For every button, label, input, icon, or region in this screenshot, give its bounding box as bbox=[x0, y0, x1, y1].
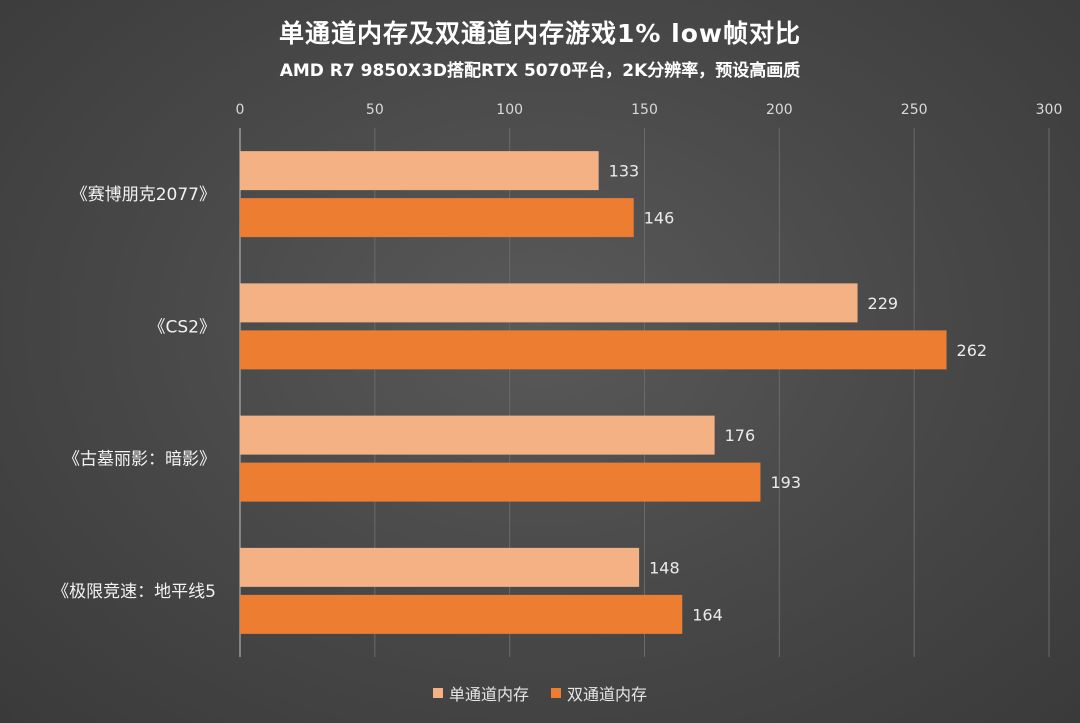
legend-item-single: 单通道内存 bbox=[432, 681, 529, 705]
x-tick-label: 50 bbox=[366, 102, 384, 118]
data-label: 146 bbox=[644, 209, 675, 228]
legend-label-single: 单通道内存 bbox=[448, 685, 529, 704]
x-tick-label: 0 bbox=[236, 102, 245, 118]
bar bbox=[240, 198, 634, 238]
legend: 单通道内存 双通道内存 bbox=[0, 681, 1080, 705]
data-label: 176 bbox=[725, 426, 756, 445]
bar bbox=[240, 151, 599, 191]
data-label: 148 bbox=[649, 558, 680, 577]
category-label: 《CS2》 bbox=[149, 317, 216, 337]
data-label: 193 bbox=[770, 473, 801, 492]
bar bbox=[240, 547, 640, 587]
chart-title: 单通道内存及双通道内存游戏1% low帧对比 bbox=[279, 19, 801, 48]
bar bbox=[240, 283, 858, 323]
data-label: 229 bbox=[868, 294, 899, 313]
chart-subtitle: AMD R7 9850X3D搭配RTX 5070平台，2K分辨率，预设高画质 bbox=[279, 61, 801, 81]
category-label: 《极限竞速：地平线5 bbox=[52, 582, 216, 602]
data-label: 133 bbox=[609, 162, 640, 181]
data-label: 262 bbox=[957, 341, 988, 360]
category-label: 《赛博朋克2077》 bbox=[71, 184, 216, 205]
x-tick-label: 250 bbox=[901, 102, 928, 118]
x-tick-label: 100 bbox=[496, 102, 523, 118]
bar bbox=[240, 594, 683, 634]
bar bbox=[240, 415, 715, 455]
x-tick-label: 150 bbox=[631, 102, 658, 118]
legend-swatch-single bbox=[432, 688, 443, 698]
legend-label-dual: 双通道内存 bbox=[567, 685, 648, 704]
bar bbox=[240, 462, 761, 502]
data-label: 164 bbox=[692, 605, 723, 624]
legend-item-dual: 双通道内存 bbox=[551, 681, 647, 705]
x-tick-label: 200 bbox=[766, 102, 793, 118]
category-label: 《古墓丽影：暗影》 bbox=[63, 450, 216, 470]
legend-swatch-dual bbox=[551, 688, 561, 698]
bar bbox=[240, 330, 947, 370]
x-tick-label: 300 bbox=[1036, 102, 1063, 118]
